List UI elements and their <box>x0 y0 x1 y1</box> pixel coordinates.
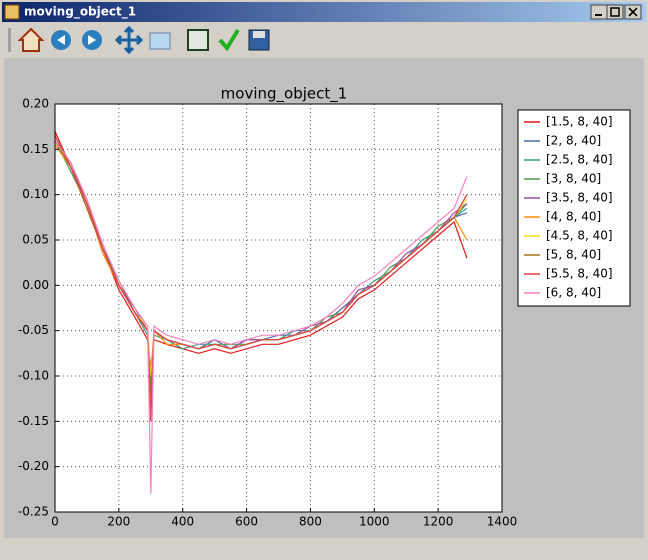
legend-label: [4.5, 8, 40] <box>546 229 613 243</box>
y-tick-label: 0.15 <box>22 142 49 156</box>
series-line <box>54 139 468 494</box>
back-glyph <box>57 35 65 45</box>
legend-label: [6, 8, 40] <box>546 286 601 300</box>
legend-label: [2, 8, 40] <box>546 134 601 148</box>
maximize-button[interactable] <box>606 4 624 20</box>
toolbar <box>8 25 270 55</box>
x-tick-label: 400 <box>171 515 194 529</box>
configure-button[interactable] <box>187 29 209 51</box>
plot-border <box>54 103 503 513</box>
y-tick-label: 0.00 <box>22 278 49 292</box>
title-bar <box>2 2 646 22</box>
x-tick-label: 1400 <box>487 515 518 529</box>
minimize-button[interactable] <box>590 4 608 20</box>
x-tick-label: 0 <box>51 515 59 529</box>
y-tick-label: -0.05 <box>18 323 49 337</box>
legend-label: [2.5, 8, 40] <box>546 153 613 167</box>
y-tick-label: -0.20 <box>18 459 49 473</box>
minimize-glyph <box>595 14 602 16</box>
legend-label: [5, 8, 40] <box>546 248 601 262</box>
series-line <box>54 135 468 422</box>
forward-glyph <box>88 35 96 45</box>
plot-area <box>54 103 503 513</box>
y-tick-label: 0.10 <box>22 187 49 201</box>
x-tick-label: 1000 <box>359 515 390 529</box>
x-tick-label: 600 <box>235 515 258 529</box>
window-buttons <box>590 4 642 20</box>
maximize-glyph <box>610 7 620 17</box>
status-bar <box>0 540 648 560</box>
x-tick-label: 800 <box>299 515 322 529</box>
toolbar-grip <box>8 28 11 52</box>
home-button[interactable] <box>17 27 45 52</box>
x-tick-label: 200 <box>107 515 130 529</box>
y-tick-label: -0.15 <box>18 414 49 428</box>
series-line <box>54 130 468 367</box>
legend-label: [5.5, 8, 40] <box>546 267 613 281</box>
legend-label: [4, 8, 40] <box>546 210 601 224</box>
x-tick-label: 1200 <box>423 515 454 529</box>
legend-label: [3.5, 8, 40] <box>546 191 613 205</box>
app-icon <box>4 4 20 20</box>
edit-button[interactable] <box>218 28 240 52</box>
y-tick-label: -0.25 <box>18 505 49 519</box>
y-tick-label: 0.20 <box>22 97 49 111</box>
legend-label: [3, 8, 40] <box>546 172 601 186</box>
zoom-button[interactable] <box>149 32 171 50</box>
legend: [1.5, 8, 40] [2, 8, 40] [2.5, 8, 40] [3, 8,… <box>517 109 631 307</box>
legend-label: [1.5, 8, 40] <box>546 115 613 129</box>
window-title: moving_object_1 <box>24 5 136 20</box>
close-glyph <box>628 7 638 17</box>
y-tick-label: 0.05 <box>22 233 49 247</box>
y-tick-label: -0.10 <box>18 369 49 383</box>
chart-title: moving_object_1 <box>221 85 348 104</box>
pan-button[interactable] <box>114 25 144 55</box>
save-glyph <box>253 31 265 38</box>
